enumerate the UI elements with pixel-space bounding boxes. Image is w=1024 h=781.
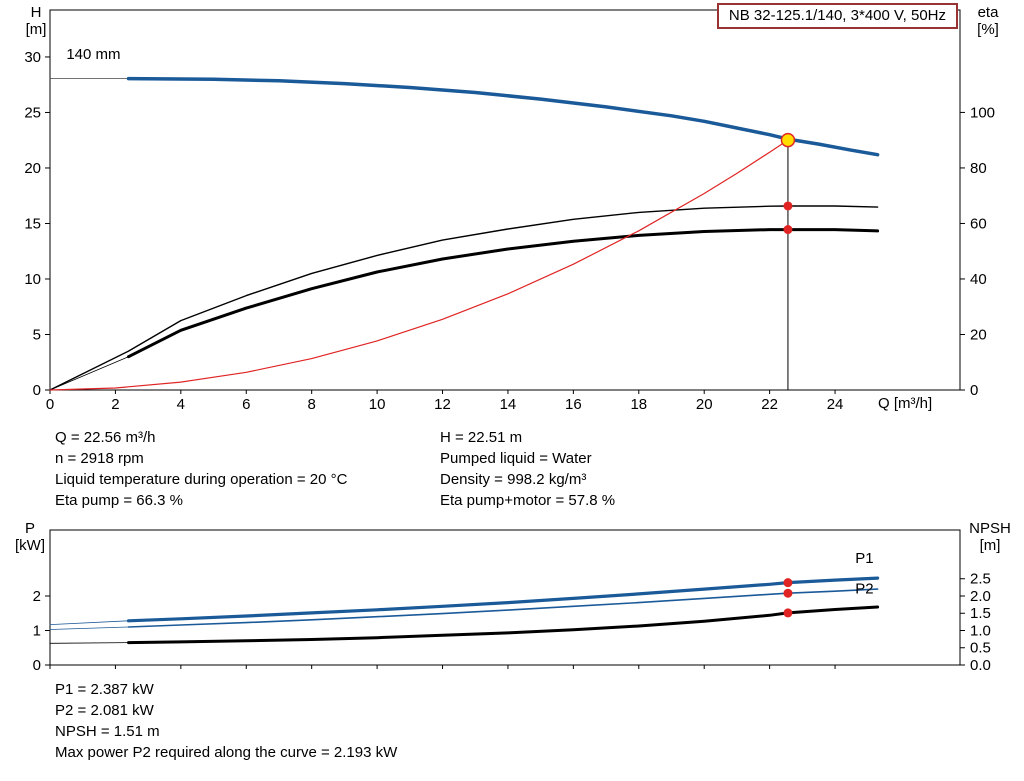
info-speed: n = 2918 rpm	[55, 450, 144, 467]
info-pumped-liquid: Pumped liquid = Water	[440, 450, 592, 467]
eta-axis-title: eta [%]	[966, 4, 1010, 38]
npsh-curve	[127, 605, 880, 645]
right-tick-label: 60	[970, 215, 987, 232]
eta-axis-unit: [%]	[977, 21, 999, 38]
right-tick-label: 2.5	[970, 571, 991, 588]
right-tick-label: 40	[970, 271, 987, 288]
info-npsh: NPSH = 1.51 m	[55, 723, 160, 740]
eta-pump-motor-lead	[49, 356, 129, 391]
left-tick-label: 30	[24, 49, 41, 66]
p2-curve-label: P2	[855, 581, 873, 598]
right-tick-label: 2.0	[970, 588, 991, 605]
right-tick-label: 1.0	[970, 622, 991, 639]
p2-curve	[127, 588, 879, 628]
p2-curve-lead	[49, 626, 129, 630]
npsh-point	[783, 608, 793, 618]
left-tick-label: 5	[33, 326, 41, 343]
right-tick-label: 0.5	[970, 640, 991, 657]
p1-point	[783, 578, 793, 588]
npsh-curve-lead	[49, 642, 129, 644]
info-eta-pump-motor: Eta pump+motor = 57.8 %	[440, 492, 616, 509]
info-p2: P2 = 2.081 kW	[55, 702, 154, 719]
duty-point[interactable]	[780, 132, 796, 148]
power-axis-unit: [kW]	[15, 537, 45, 554]
info-p1: P1 = 2.387 kW	[55, 681, 154, 698]
x-tick-label: 8	[308, 396, 316, 413]
eta-pump-motor-point	[783, 225, 793, 235]
npsh-axis-symbol: NPSH	[969, 520, 1011, 537]
x-tick-label: 2	[111, 396, 119, 413]
left-tick-label: 2	[33, 588, 41, 605]
x-tick-label: 10	[369, 396, 386, 413]
x-tick-label: 20	[696, 396, 713, 413]
left-tick-label: 15	[24, 215, 41, 232]
left-tick-label: 1	[33, 622, 41, 639]
left-tick-label: 20	[24, 160, 41, 177]
left-tick-label: 25	[24, 104, 41, 121]
left-tick-label: 10	[24, 271, 41, 288]
x-tick-label: 4	[177, 396, 185, 413]
p1-curve-lead	[49, 620, 129, 625]
plot-frame	[49, 9, 961, 391]
pump-model-box: NB 32-125.1/140, 3*400 V, 50Hz	[716, 3, 958, 29]
x-tick-label: 16	[565, 396, 582, 413]
left-tick-label: 0	[33, 657, 41, 674]
npsh-axis-title: NPSH [m]	[962, 520, 1018, 554]
head-axis-symbol: H	[30, 4, 42, 21]
right-tick-label: 80	[970, 160, 987, 177]
p1-curve-label: P1	[855, 550, 873, 567]
duty-info-right: H = 22.51 m Pumped liquid = Water Densit…	[440, 427, 615, 511]
info-max-p2: Max power P2 required along the curve = …	[55, 744, 398, 761]
x-tick-label: 14	[500, 396, 517, 413]
power-npsh-chart: 0 1 2 0.00.51.01.52.02.5 P1 P2	[33, 529, 991, 674]
info-liquid-temp: Liquid temperature during operation = 20…	[55, 471, 348, 488]
info-eta-pump: Eta pump = 66.3 %	[55, 492, 183, 509]
right-tick-label: 100	[970, 104, 995, 121]
right-tick-label: 0	[970, 382, 978, 399]
x-tick-label: 12	[434, 396, 451, 413]
eta-pump-motor-curve	[127, 228, 880, 359]
right-tick-label: 20	[970, 326, 987, 343]
eta-pump-point	[783, 201, 793, 211]
power-info: P1 = 2.387 kW P2 = 2.081 kW NPSH = 1.51 …	[55, 679, 397, 763]
eta-pump-curve	[49, 205, 879, 391]
flow-axis-label: Q [m³/h]	[878, 395, 933, 412]
head-axis-unit: [m]	[25, 21, 47, 38]
x-tick-label: 24	[827, 396, 844, 413]
p2-point	[783, 588, 793, 598]
right-tick-label: 1.5	[970, 605, 991, 622]
impeller-diameter-label: 140 mm	[66, 46, 120, 63]
eta-axis-symbol: eta	[977, 4, 999, 21]
info-flow: Q = 22.56 m³/h	[55, 429, 156, 446]
plot-frame	[49, 529, 961, 666]
x-tick-label: 18	[630, 396, 647, 413]
info-head: H = 22.51 m	[440, 429, 523, 446]
power-axis-symbol: P	[24, 520, 35, 537]
left-tick-label: 0	[33, 382, 41, 399]
duty-info-left: Q = 22.56 m³/h n = 2918 rpm Liquid tempe…	[55, 427, 347, 511]
head-axis-title: H [m]	[16, 4, 56, 38]
x-tick-label: 22	[761, 396, 778, 413]
head-curve	[126, 76, 880, 157]
right-tick-label: 0.0	[970, 657, 991, 674]
head-efficiency-chart: 0 2 4 6 8 10 12 14 16 18 20 22 240510152025300204060…	[24, 9, 995, 413]
x-tick-label: 0	[46, 396, 54, 413]
info-density: Density = 998.2 kg/m³	[440, 471, 587, 488]
x-tick-label: 6	[242, 396, 250, 413]
system-curve	[49, 139, 789, 391]
npsh-axis-unit: [m]	[979, 537, 1001, 554]
power-axis-title: P [kW]	[10, 520, 50, 554]
